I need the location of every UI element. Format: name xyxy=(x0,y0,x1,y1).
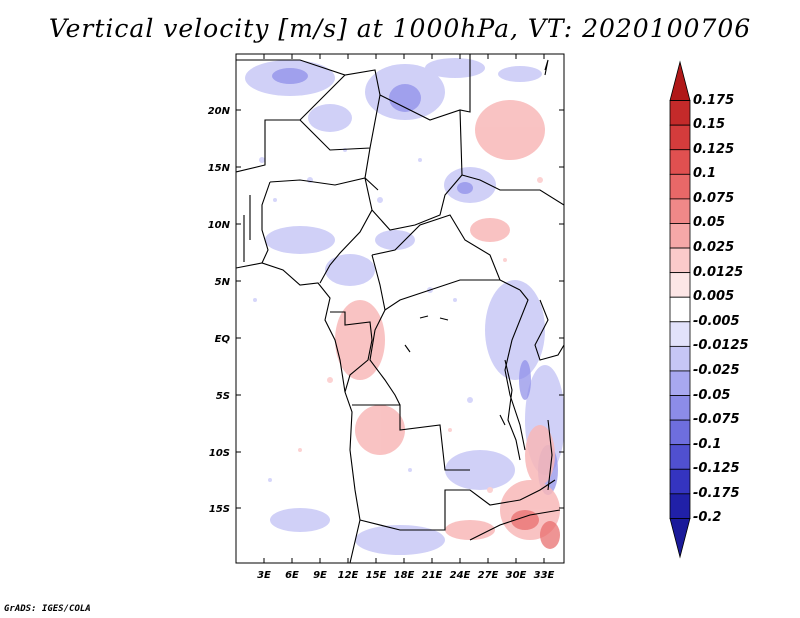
colorbar-swatch xyxy=(669,198,691,224)
colorbar-swatch xyxy=(669,100,691,126)
lat-label: 20N xyxy=(208,106,231,117)
lat-label: 5N xyxy=(215,277,231,288)
lat-label: 15N xyxy=(208,163,231,174)
colorbar-label: 0.175 xyxy=(693,92,735,108)
lon-label: 24E xyxy=(450,570,471,581)
colorbar-swatch xyxy=(669,60,691,101)
lon-label: 6E xyxy=(285,570,299,581)
colorbar-swatch xyxy=(669,370,691,396)
colorbar-label: 0.025 xyxy=(693,240,735,256)
lon-label: 15E xyxy=(366,570,387,581)
colorbar-swatch xyxy=(669,468,691,495)
colorbar-label: -0.0125 xyxy=(693,338,749,354)
footer-credit: GrADS: IGES/COLA xyxy=(4,604,91,614)
colorbar-label: -0.1 xyxy=(693,436,722,452)
colorbar-swatch xyxy=(669,321,691,347)
colorbar-swatch xyxy=(669,296,691,323)
colorbar-label: -0.05 xyxy=(693,387,731,403)
lat-label: 5S xyxy=(216,391,230,402)
country-borders xyxy=(236,54,564,563)
colorbar-swatch xyxy=(669,444,691,470)
colorbar-swatch xyxy=(669,345,691,372)
colorbar-label: 0.1 xyxy=(693,166,717,182)
colorbar-label: 0.05 xyxy=(693,215,726,231)
colorbar-label: -0.075 xyxy=(693,412,740,428)
lon-label: 30E xyxy=(506,570,527,581)
lat-label: 10N xyxy=(208,220,231,231)
colorbar-label: 0.075 xyxy=(693,190,735,206)
colorbar-label: -0.2 xyxy=(693,510,722,526)
colorbar-swatch xyxy=(669,149,691,175)
colorbar-label: -0.175 xyxy=(693,485,740,501)
lon-label: 9E xyxy=(313,570,327,581)
map-title: Vertical velocity [m/s] at 1000hPa, VT: … xyxy=(48,14,752,43)
colorbar-swatch xyxy=(669,247,691,274)
lon-label: 18E xyxy=(394,570,415,581)
lon-label: 27E xyxy=(478,570,499,581)
plot-frame xyxy=(235,53,565,564)
colorbar-swatch xyxy=(669,395,691,421)
lat-label: EQ xyxy=(215,334,231,345)
lon-label: 12E xyxy=(338,570,359,581)
colorbar-label: -0.025 xyxy=(693,362,740,378)
colorbar-swatch xyxy=(669,173,691,200)
velocity-field xyxy=(245,58,564,555)
lat-label: 10S xyxy=(209,448,230,459)
lat-label: 15S xyxy=(209,504,230,515)
colorbar-label: 0.15 xyxy=(693,117,726,133)
colorbar-swatch xyxy=(669,124,691,151)
colorbar-swatch xyxy=(669,272,691,298)
colorbar-label: 0.125 xyxy=(693,141,735,157)
lon-label: 33E xyxy=(534,570,555,581)
colorbar-label: -0.005 xyxy=(693,313,740,329)
lon-label: 21E xyxy=(422,570,443,581)
colorbar-label: 0.0125 xyxy=(693,264,744,280)
colorbar-swatch xyxy=(669,493,691,519)
colorbar-swatch xyxy=(669,419,691,446)
lon-label: 3E xyxy=(257,570,271,581)
colorbar-label: 0.005 xyxy=(693,289,735,305)
colorbar-swatch xyxy=(669,518,691,559)
colorbar-swatch xyxy=(669,223,691,249)
colorbar-label: -0.125 xyxy=(693,461,740,477)
colorbar xyxy=(669,60,691,559)
